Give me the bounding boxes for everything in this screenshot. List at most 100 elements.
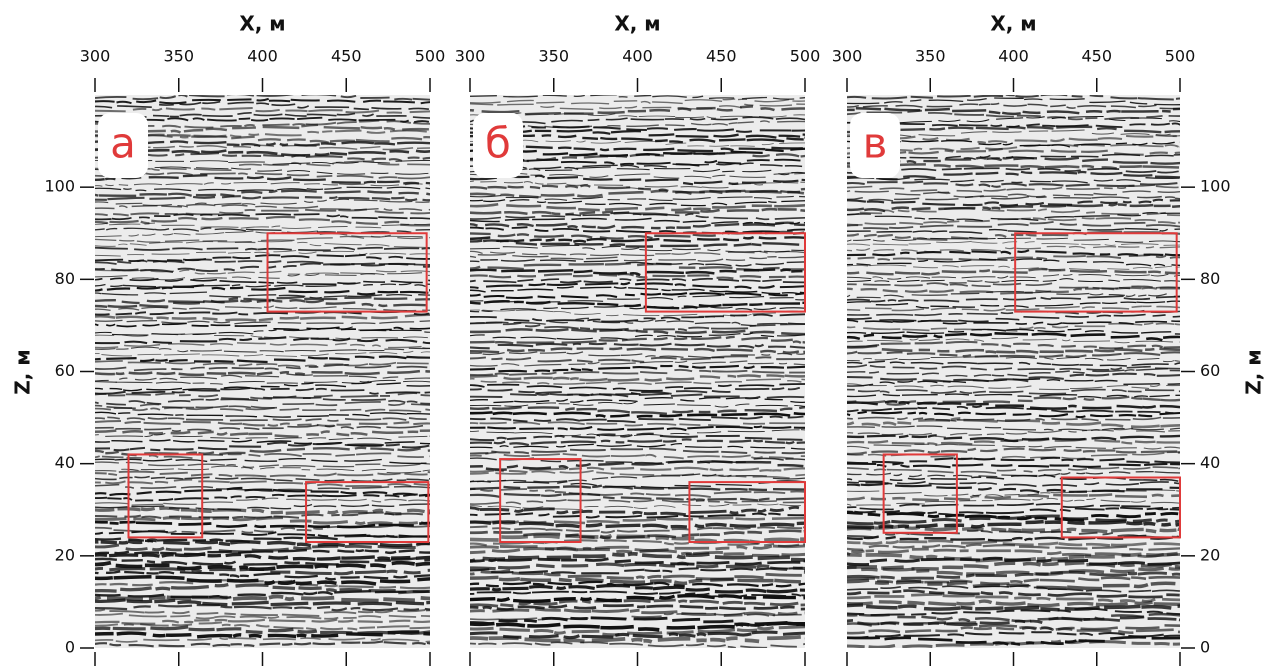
reflector [95, 475, 430, 483]
x-tick-label: 450 [706, 47, 737, 66]
reflector [470, 625, 805, 637]
reflector [470, 374, 805, 382]
panel: а 300 350 400 450 500 X, м 0 20 40 60 80 100 Z, м [11, 12, 445, 666]
reflector [95, 406, 430, 413]
reflector [847, 417, 1180, 429]
reflector [95, 246, 430, 252]
reflector [470, 180, 805, 190]
highlight-box [499, 458, 582, 544]
reflector [95, 381, 430, 392]
x-tick-label: 450 [1081, 47, 1112, 66]
reflector [470, 401, 805, 408]
reflector [470, 503, 805, 510]
reflector [470, 221, 805, 230]
panel-label-box [473, 113, 523, 178]
reflector [470, 211, 805, 221]
reflector [470, 425, 805, 432]
reflector [847, 258, 1180, 267]
reflector [847, 322, 1180, 332]
reflector [470, 405, 805, 416]
reflector [95, 618, 430, 625]
highlight-box [644, 232, 806, 313]
reflector [847, 488, 1180, 498]
reflector [847, 437, 1180, 446]
y-axis-title: Z, м [11, 349, 35, 394]
reflector [95, 461, 430, 469]
reflector [95, 411, 430, 418]
reflector [470, 268, 803, 277]
highlight-box [127, 453, 204, 539]
reflector [847, 109, 1180, 121]
reflector [470, 520, 805, 530]
reflector [470, 484, 805, 492]
y-tick-label: 20 [1200, 545, 1220, 564]
reflector [95, 360, 429, 368]
reflector [847, 497, 1180, 506]
reflector [95, 429, 430, 439]
reflector [847, 470, 1180, 478]
y-tick-label: 60 [55, 361, 75, 380]
reflector [470, 415, 804, 424]
x-tick-label: 350 [163, 47, 194, 66]
reflector [95, 195, 430, 202]
x-axis-title: X, м [614, 12, 660, 36]
reflector [470, 250, 805, 257]
reflector [470, 253, 805, 262]
reflector [470, 199, 805, 207]
reflector [847, 190, 1180, 198]
reflector [847, 462, 1180, 469]
reflector [95, 493, 430, 502]
reflector [847, 565, 1180, 577]
reflector [847, 97, 1180, 106]
reflector [95, 305, 430, 312]
reflector [95, 174, 430, 185]
reflector [95, 465, 430, 474]
reflector [847, 360, 1180, 367]
reflector [470, 355, 805, 363]
reflector [470, 239, 800, 248]
reflector [470, 351, 805, 359]
highlight-box [1014, 232, 1178, 313]
reflector [470, 575, 801, 586]
reflector [847, 584, 1180, 593]
reflector [470, 583, 805, 594]
reflector [470, 327, 805, 336]
reflector [95, 570, 430, 581]
reflector [470, 95, 805, 100]
reflector [95, 637, 430, 643]
x-axis-title: X, м [990, 12, 1036, 36]
reflector [95, 250, 430, 257]
reflector [95, 272, 430, 281]
reflector [470, 512, 805, 519]
reflector [847, 300, 1180, 309]
x-tick-label: 500 [790, 47, 821, 66]
x-tick-label: 350 [915, 47, 946, 66]
reflector [847, 427, 1180, 438]
reflector [470, 286, 805, 295]
reflector [470, 635, 805, 644]
reflector [470, 331, 805, 340]
reflector [470, 525, 805, 534]
y-tick-label: 0 [1200, 638, 1210, 657]
reflector [470, 195, 805, 201]
reflector [95, 548, 430, 557]
reflector [95, 319, 430, 325]
reflector [847, 290, 1180, 299]
x-tick-label: 300 [832, 47, 863, 66]
reflector [470, 598, 805, 608]
reflector [95, 560, 430, 572]
reflector [470, 98, 805, 105]
reflector [847, 273, 1180, 280]
panel-label-box [850, 113, 900, 178]
reflector [847, 592, 1180, 603]
reflector [95, 277, 430, 286]
y-tick-label: 100 [1200, 177, 1231, 196]
reflector [847, 443, 1180, 450]
reflector [470, 432, 803, 442]
reflector [847, 514, 1180, 526]
highlight-box [1060, 476, 1182, 539]
reflector [95, 446, 430, 457]
reflector [95, 441, 430, 452]
y-tick-label: 100 [44, 177, 75, 196]
